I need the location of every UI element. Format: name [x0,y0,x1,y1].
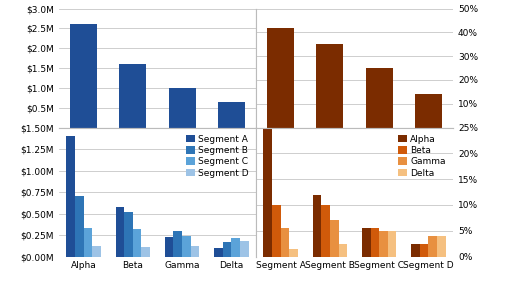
Bar [362,228,371,256]
Bar [371,228,379,256]
Legend: Alpha, Beta, Gamma, Delta: Alpha, Beta, Gamma, Delta [395,132,449,180]
Bar [66,136,75,256]
Bar [272,205,281,256]
Bar [420,244,429,256]
Bar [165,237,174,256]
Bar [214,248,223,256]
Bar [366,68,393,128]
Bar [83,228,92,256]
Bar [119,64,146,128]
Bar [182,236,190,256]
Bar [415,94,442,128]
Bar [322,205,330,256]
Bar [313,195,322,256]
Bar [379,231,388,256]
Bar [267,28,294,128]
Bar [429,236,437,256]
Bar [116,207,124,256]
Bar [388,231,396,256]
Legend: Segment A, Segment B, Segment C, Segment D: Segment A, Segment B, Segment C, Segment… [183,132,251,180]
Bar [70,25,97,128]
Bar [190,246,199,256]
Bar [218,102,245,128]
Bar [281,228,289,256]
Bar [141,247,150,256]
Bar [223,242,231,256]
Bar [92,246,101,256]
Bar [437,236,446,256]
Bar [411,244,420,256]
Bar [75,196,83,256]
Bar [124,212,133,256]
Bar [289,249,298,256]
Bar [316,44,344,128]
Bar [133,229,141,256]
Bar [263,128,272,256]
Bar [231,239,240,256]
Bar [168,88,196,128]
Bar [240,241,249,256]
Bar [338,244,347,256]
Bar [330,220,338,256]
Bar [174,231,182,256]
